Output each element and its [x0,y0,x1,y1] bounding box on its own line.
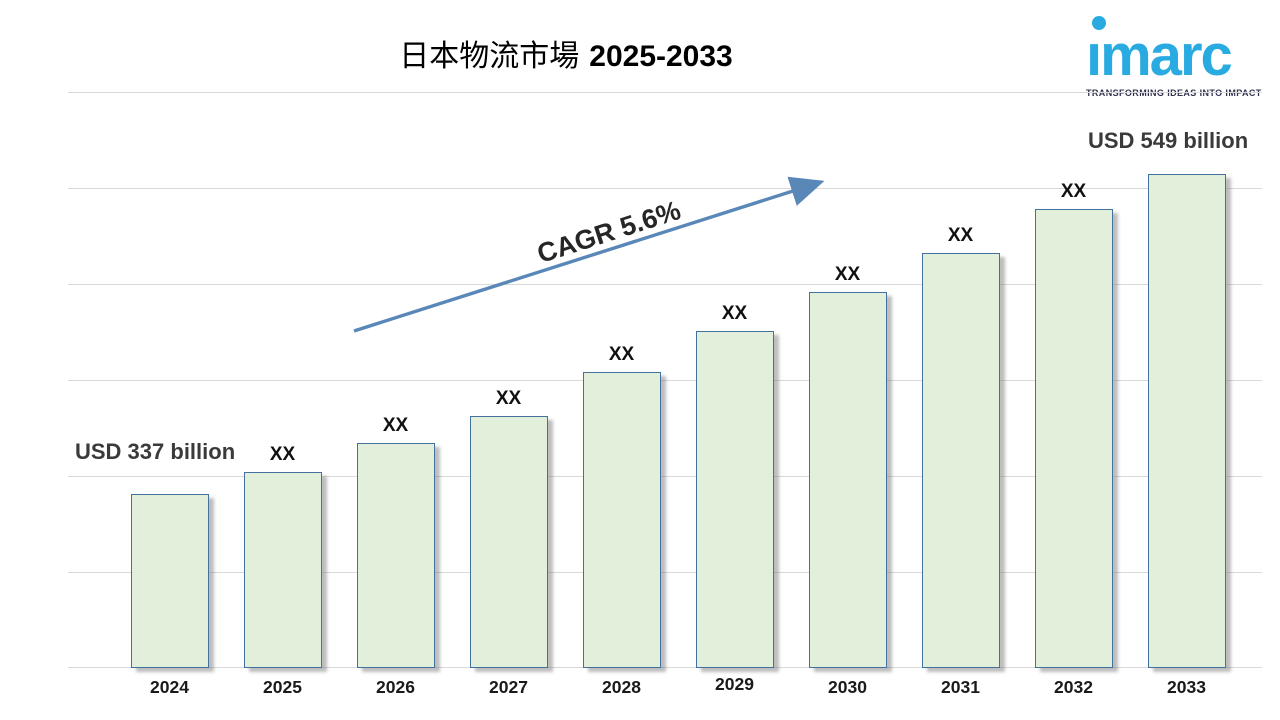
cagr-annotation: CAGR 5.6% [533,195,685,270]
bar-2025 [243,472,322,668]
x-axis-label-2028: 2028 [602,677,641,697]
x-axis-label-2033: 2033 [1167,677,1206,697]
bar-value-label: XX [608,344,635,366]
bar-value-label: XX [269,444,296,466]
logo-dot-icon [1092,16,1106,30]
bar-group-2024 [113,494,226,668]
bar-value-label: XX [834,264,861,286]
bar-2033 [1147,174,1226,668]
bar-value-label: XX [382,415,409,437]
bar-2032 [1034,209,1113,668]
bar-2026 [356,443,435,668]
bar-2028 [582,372,661,668]
x-axis-label-2027: 2027 [489,677,528,697]
chart-title-market: 日本物流市場 [399,40,580,73]
x-axis-label-2032: 2032 [1054,677,1093,697]
chart-title-range: 2025-2033 [589,40,733,73]
gridline [68,380,1262,381]
bar-group-2033 [1130,174,1243,668]
imarc-logo: ımarc TRANSFORMING IDEAS INTO IMPACT [1086,16,1266,98]
bar-group-2032: XX [1017,181,1130,668]
bar-group-2030: XX [791,264,904,668]
bar-group-2028: XX [565,344,678,668]
chart-title: 日本物流市場 2025-2033 [0,40,1132,73]
gridline [68,572,1262,573]
start-value-label: USD 337 billion [75,439,236,464]
end-value-label: USD 549 billion [1088,128,1249,153]
bar-value-label: XX [495,388,522,410]
bar-2027 [469,416,548,668]
bar-group-2027: XX [452,388,565,668]
gridline [68,92,1262,93]
bar-value-label: XX [947,225,974,247]
bar-2029 [695,331,774,668]
bar-group-2031: XX [904,225,1017,668]
bar-group-2025: XX [226,444,339,668]
bar-group-2026: XX [339,415,452,668]
x-axis-line [68,667,1262,668]
x-axis-label-2029: 2029 [715,674,754,694]
logo-tagline: TRANSFORMING IDEAS INTO IMPACT [1086,88,1262,98]
bar-value-label: XX [721,303,748,325]
gridline [68,476,1262,477]
x-axis-label-2024: 2024 [150,677,189,697]
x-axis-label-2030: 2030 [828,677,867,697]
x-axis-label-2031: 2031 [941,677,980,697]
bar-2024 [130,494,209,668]
x-axis-label-2026: 2026 [376,677,415,697]
bar-value-label: XX [1060,181,1087,203]
bar-2030 [808,292,887,668]
logo-wordmark: ımarc [1086,23,1233,88]
bar-group-2029: XX [678,303,791,668]
bar-2031 [921,253,1000,668]
x-axis-label-2025: 2025 [263,677,302,697]
